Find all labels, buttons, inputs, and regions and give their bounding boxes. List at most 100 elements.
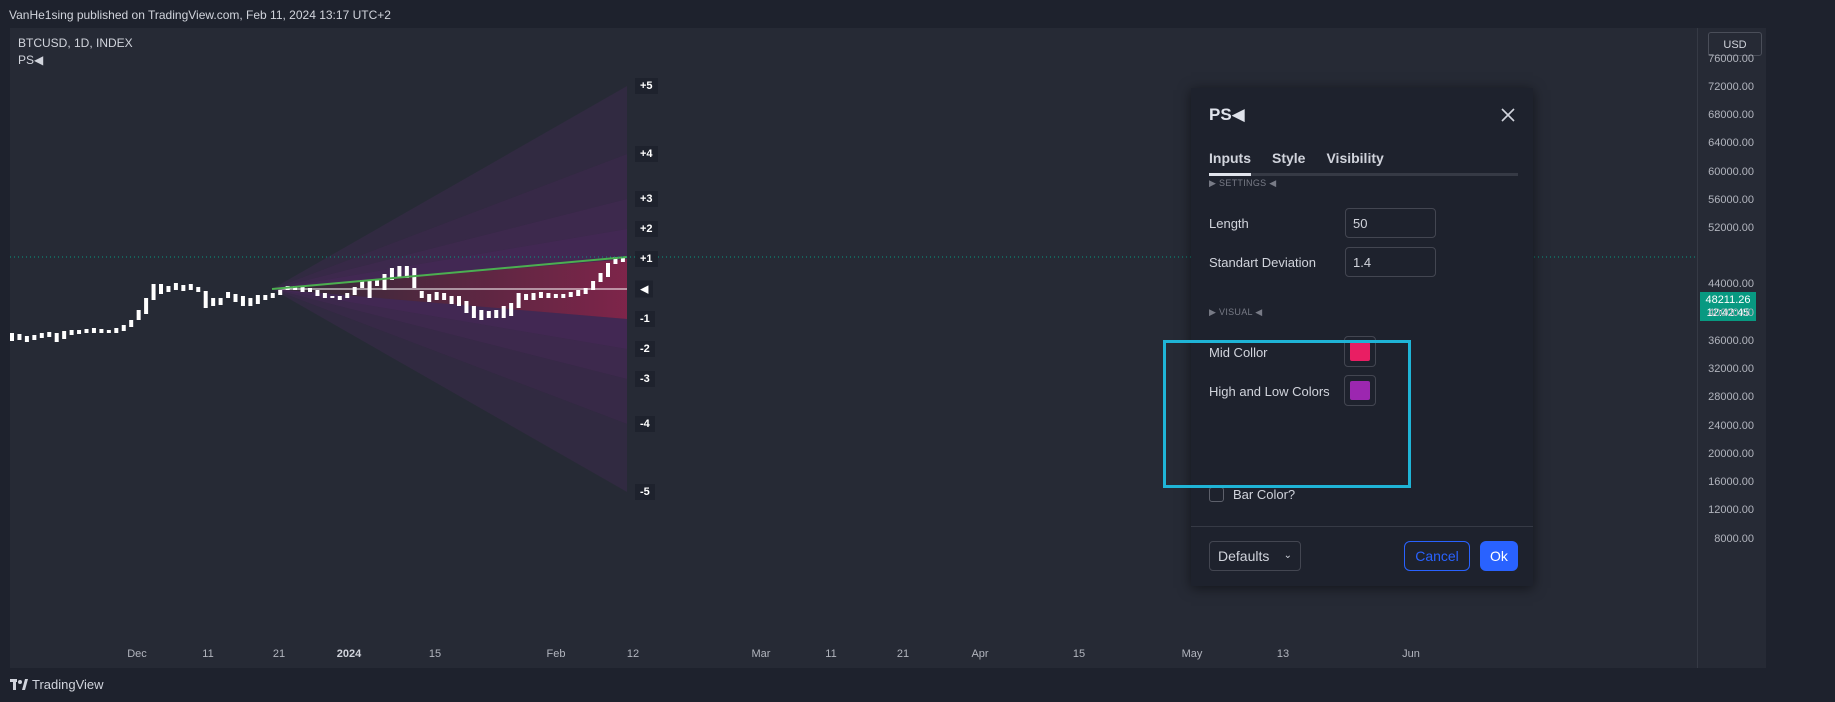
price-bar (196, 287, 201, 292)
price-axis[interactable]: USD 48211.26 12:42:45 76000.00 72000.00 68… (1697, 28, 1766, 668)
price-tick: 72000.00 (1708, 81, 1754, 93)
last-price-tag: 48211.26 12:42:45 (1700, 292, 1756, 321)
time-tick: Dec (127, 648, 147, 660)
price-bar (293, 286, 298, 290)
dialog-title: PS◀ (1209, 105, 1245, 124)
mid-color-label: Mid Collor (1209, 345, 1268, 360)
fan-band (272, 86, 627, 289)
price-bar (457, 296, 461, 306)
price-bar (47, 332, 52, 337)
price-bar (598, 273, 603, 282)
fan-band (272, 289, 627, 424)
price-bar (144, 298, 149, 314)
bar-color-label[interactable]: Bar Color? (1233, 487, 1296, 502)
price-bar (99, 329, 104, 333)
tradingview-brand[interactable]: TradingView (10, 677, 104, 692)
price-bar (442, 293, 447, 300)
price-bar (516, 293, 521, 308)
price-bar (54, 333, 59, 342)
currency-button[interactable]: USD (1708, 32, 1762, 56)
price-bar (211, 298, 216, 306)
price-bar (352, 287, 357, 295)
time-tick: Feb (546, 648, 566, 660)
time-tick: 15 (1072, 648, 1086, 660)
price-bar (226, 292, 231, 298)
tab-visibility[interactable]: Visibility (1326, 150, 1384, 166)
price-bar (375, 279, 380, 286)
visual-section-header: ▶ VISUAL ◀ (1209, 307, 1263, 317)
price-bar (218, 298, 223, 305)
price-bar (278, 290, 283, 295)
time-axis[interactable]: Dec 11 21 2024 15 Feb 12 Mar 11 21 Apr 15 May 13 Jun (10, 640, 1698, 668)
price-bar (561, 294, 566, 298)
indicator-label[interactable]: PS◀ (18, 53, 44, 67)
price-bar (591, 281, 596, 290)
std-dev-input[interactable] (1345, 247, 1436, 277)
price-bar (524, 294, 529, 300)
deviation-level-label: +2 (635, 221, 658, 237)
price-tick: 76000.00 (1708, 53, 1754, 65)
hl-color-label: High and Low Colors (1209, 384, 1330, 399)
price-bar (427, 294, 432, 302)
symbol-label[interactable]: BTCUSD, 1D, INDEX (18, 36, 133, 50)
price-tick: 40000.00 (1708, 307, 1754, 319)
price-bar (509, 303, 514, 316)
price-bar (69, 330, 74, 335)
bar-countdown: 12:42:45 (1706, 307, 1750, 319)
price-bar (382, 274, 387, 290)
price-bar (546, 293, 551, 298)
price-bar (106, 330, 111, 333)
price-bar (248, 298, 253, 306)
ok-button[interactable]: Ok (1480, 541, 1518, 571)
deviation-level-label: -3 (635, 371, 655, 387)
price-bar (501, 306, 506, 318)
price-bar (77, 330, 82, 334)
time-tick: 12 (626, 648, 640, 660)
cancel-button[interactable]: Cancel (1404, 541, 1470, 571)
time-tick: 21 (896, 648, 910, 660)
hl-color-swatch[interactable] (1344, 375, 1376, 406)
price-tick: 64000.00 (1708, 137, 1754, 149)
price-bar (181, 285, 186, 291)
price-tick: 68000.00 (1708, 109, 1754, 121)
defaults-dropdown[interactable]: Defaults ⌄ (1209, 541, 1301, 571)
price-bar (308, 288, 312, 292)
tab-style[interactable]: Style (1272, 150, 1306, 166)
price-bar (136, 310, 141, 320)
publish-info: VanHe1sing published on TradingView.com,… (9, 8, 391, 22)
chart-canvas[interactable] (10, 28, 1698, 640)
trend-line (271, 256, 628, 290)
price-bar (606, 263, 610, 277)
price-bar (568, 292, 573, 297)
bar-color-checkbox[interactable] (1209, 487, 1224, 502)
tab-inputs[interactable]: Inputs (1209, 150, 1251, 166)
fan-band (272, 289, 627, 379)
fan-band (272, 229, 627, 289)
price-bar (412, 268, 417, 288)
price-bar (84, 329, 89, 333)
length-input[interactable] (1345, 208, 1436, 238)
price-tick: 52000.00 (1708, 222, 1754, 234)
brand-label: TradingView (32, 677, 104, 692)
chevron-down-icon: ⌄ (1283, 550, 1292, 561)
price-bar (114, 328, 119, 333)
time-tick: Jun (1402, 648, 1420, 660)
footer-divider (1191, 526, 1533, 527)
price-bar (479, 310, 484, 320)
price-bar (464, 301, 469, 313)
dialog-tabs: Inputs Style Visibility (1209, 150, 1384, 166)
price-bar (173, 283, 178, 290)
time-tick: Apr (971, 648, 989, 660)
price-bar (553, 294, 558, 298)
close-icon[interactable] (1499, 106, 1517, 124)
publish-header: VanHe1sing published on TradingView.com,… (0, 0, 1835, 28)
tabs-divider (1209, 173, 1518, 176)
tradingview-logo-icon (10, 678, 28, 690)
price-bar (576, 290, 581, 296)
price-bar (91, 328, 96, 333)
price-bar (531, 293, 536, 300)
mid-color-swatch[interactable] (1344, 336, 1376, 367)
price-bar (404, 266, 409, 278)
price-bar (10, 333, 14, 341)
price-tick: 60000.00 (1708, 166, 1754, 178)
